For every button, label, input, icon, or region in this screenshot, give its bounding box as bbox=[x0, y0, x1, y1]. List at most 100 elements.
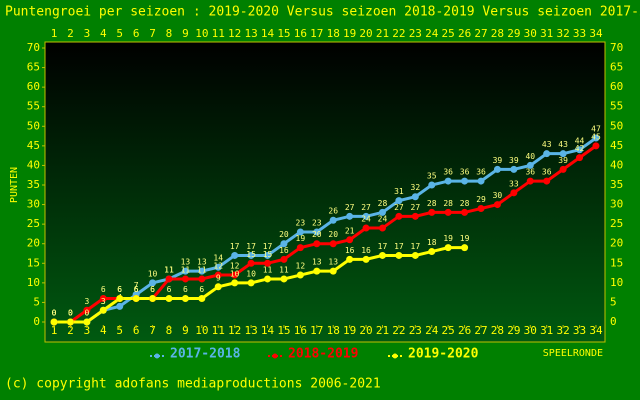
x-tick-label-top: 10 bbox=[195, 27, 208, 40]
data-label: 45 bbox=[591, 132, 601, 141]
point bbox=[165, 295, 173, 303]
point bbox=[329, 216, 337, 224]
point bbox=[264, 251, 272, 259]
data-label: 3 bbox=[101, 297, 106, 306]
point bbox=[346, 212, 354, 220]
x-tick-label-top: 1 bbox=[51, 27, 58, 40]
x-tick-label-top: 29 bbox=[507, 27, 520, 40]
footer: (c) copyright adofans mediaproductions 2… bbox=[5, 377, 381, 392]
data-label: 27 bbox=[361, 203, 371, 212]
data-label: 20 bbox=[312, 230, 322, 239]
x-tick-label-top: 12 bbox=[228, 27, 241, 40]
point bbox=[493, 165, 501, 173]
point bbox=[247, 259, 255, 267]
point bbox=[116, 302, 124, 310]
point bbox=[444, 244, 452, 252]
series-line bbox=[54, 136, 597, 324]
x-tick-label: 4 bbox=[100, 324, 107, 337]
data-label: 15 bbox=[263, 250, 273, 259]
legend-marker bbox=[154, 353, 160, 359]
point bbox=[493, 201, 501, 209]
data-label: 0 bbox=[68, 309, 73, 318]
point bbox=[526, 161, 534, 169]
y-tick-label: 25 bbox=[27, 217, 40, 230]
data-label: 27 bbox=[411, 203, 421, 212]
data-label: 10 bbox=[246, 269, 256, 278]
x-tick-label: 30 bbox=[524, 324, 537, 337]
data-label: 14 bbox=[213, 254, 223, 263]
point bbox=[543, 177, 551, 185]
data-label: 6 bbox=[117, 285, 122, 294]
point bbox=[362, 255, 370, 263]
point bbox=[395, 197, 403, 205]
x-tick-label-top: 32 bbox=[556, 27, 569, 40]
x-tick-label: 29 bbox=[507, 324, 520, 337]
data-label: 20 bbox=[328, 230, 338, 239]
data-label: 27 bbox=[345, 203, 355, 212]
point bbox=[296, 228, 304, 236]
x-tick-label: 22 bbox=[392, 324, 405, 337]
data-label: 43 bbox=[542, 140, 552, 149]
data-label: 42 bbox=[575, 144, 585, 153]
data-label: 30 bbox=[493, 191, 503, 200]
x-tick-label: 33 bbox=[573, 324, 586, 337]
x-tick-label-top: 16 bbox=[294, 27, 307, 40]
legend-marker bbox=[392, 353, 398, 359]
legend-label: 2017-2018 bbox=[170, 347, 241, 362]
y-tick-label-right: 40 bbox=[610, 158, 623, 171]
data-label: 36 bbox=[525, 168, 535, 177]
y-tick-label: 5 bbox=[33, 295, 40, 308]
data-label: 11 bbox=[263, 265, 273, 274]
data-label: 10 bbox=[148, 269, 158, 278]
data-label: 0 bbox=[52, 309, 57, 318]
legend-marker bbox=[272, 353, 278, 359]
point bbox=[378, 251, 386, 259]
data-label: 39 bbox=[558, 156, 568, 165]
y-tick-label-right: 10 bbox=[610, 276, 623, 289]
point bbox=[181, 267, 189, 275]
x-tick-label: 5 bbox=[116, 324, 123, 337]
x-tick-label-top: 22 bbox=[392, 27, 405, 40]
data-label: 16 bbox=[361, 246, 371, 255]
x-tick-label-top: 9 bbox=[182, 27, 189, 40]
data-label: 15 bbox=[246, 250, 256, 259]
point bbox=[214, 283, 222, 291]
data-label: 47 bbox=[591, 125, 601, 134]
x-tick-label-top: 31 bbox=[540, 27, 553, 40]
y-tick-label: 30 bbox=[27, 198, 40, 211]
data-label: 0 bbox=[68, 309, 73, 318]
data-label: 31 bbox=[394, 187, 404, 196]
x-tick-label: 19 bbox=[343, 324, 356, 337]
data-label: 43 bbox=[558, 140, 568, 149]
x-tick-label: 10 bbox=[195, 324, 208, 337]
point bbox=[411, 251, 419, 259]
x-tick-label-top: 13 bbox=[244, 27, 257, 40]
x-tick-label-top: 33 bbox=[573, 27, 586, 40]
data-label: 17 bbox=[394, 242, 404, 251]
point bbox=[329, 267, 337, 275]
x-tick-label: 14 bbox=[261, 324, 275, 337]
data-label: 18 bbox=[427, 238, 437, 247]
x-tick-label-top: 28 bbox=[491, 27, 504, 40]
x-tick-label-top: 23 bbox=[409, 27, 422, 40]
point bbox=[559, 165, 567, 173]
data-label: 11 bbox=[279, 265, 289, 274]
data-label: 28 bbox=[378, 199, 388, 208]
point bbox=[526, 177, 534, 185]
y-tick-label-right: 70 bbox=[610, 41, 623, 54]
point bbox=[198, 275, 206, 283]
x-tick-label-top: 11 bbox=[212, 27, 225, 40]
data-label: 0 bbox=[68, 309, 73, 318]
data-label: 19 bbox=[460, 234, 470, 243]
point bbox=[576, 146, 584, 154]
data-label: 24 bbox=[361, 215, 371, 224]
data-label: 33 bbox=[509, 179, 519, 188]
data-label: 6 bbox=[101, 285, 106, 294]
x-tick-label-top: 6 bbox=[133, 27, 140, 40]
data-label: 44 bbox=[575, 136, 585, 145]
x-tick-label: 31 bbox=[540, 324, 553, 337]
data-label: 6 bbox=[134, 285, 139, 294]
point bbox=[313, 240, 321, 248]
y-tick-label-right: 35 bbox=[610, 178, 623, 191]
